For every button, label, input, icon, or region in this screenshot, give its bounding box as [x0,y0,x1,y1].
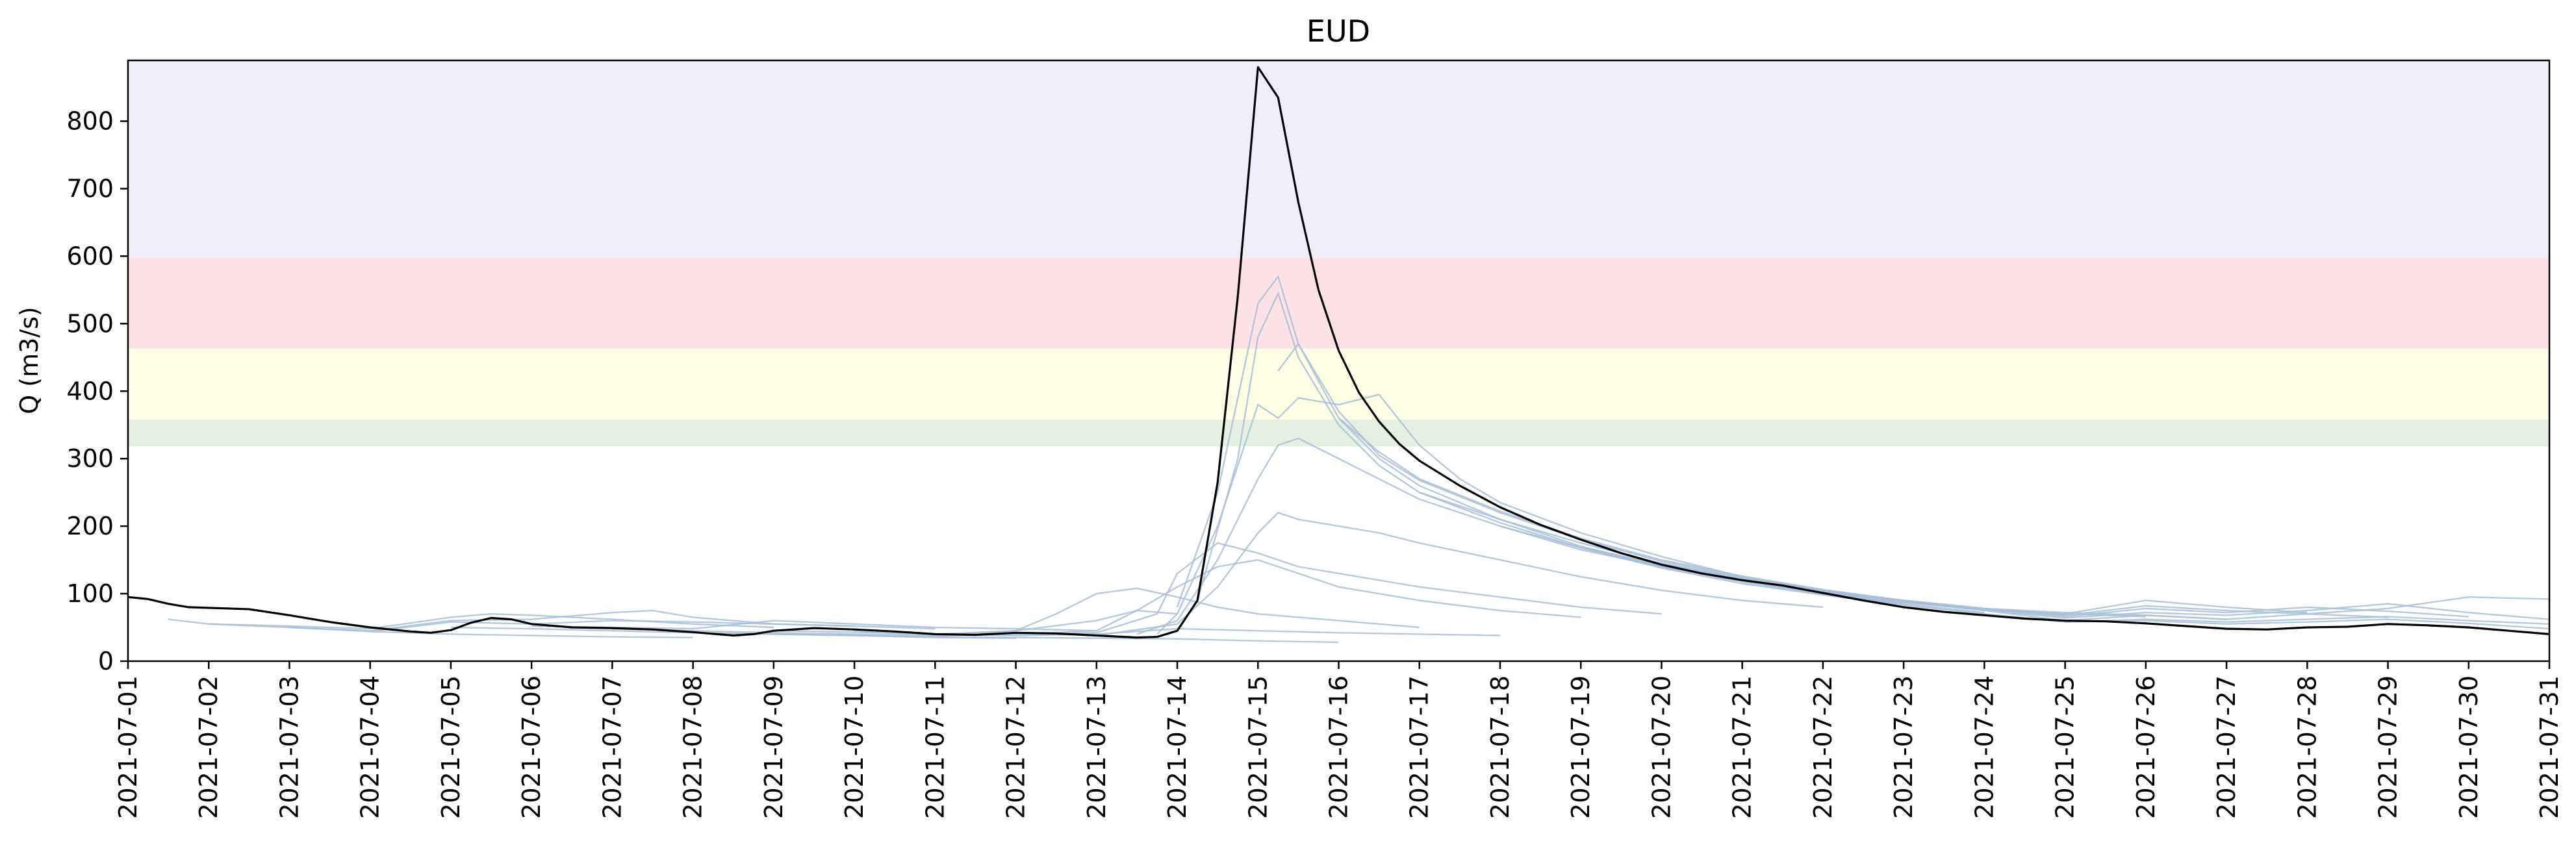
y-tick-label-800: 800 [66,107,114,136]
x-tick-label-2021-07-29: 2021-07-29 [2374,675,2403,819]
x-tick-label-2021-07-21: 2021-07-21 [1728,675,1757,819]
observed-series-group [127,66,2550,639]
threshold-band-2 [128,258,2549,349]
x-tick-label-2021-07-22: 2021-07-22 [1809,675,1837,819]
forecast-line-25 [1903,596,2550,622]
forecast-line-19 [1338,417,2146,618]
x-tick-label-2021-07-23: 2021-07-23 [1889,675,1918,819]
forecast-line-4 [370,620,936,633]
x-tick-label-2021-07-17: 2021-07-17 [1405,675,1434,819]
x-tick-label-2021-07-12: 2021-07-12 [1002,675,1030,819]
x-tick-label-2021-07-05: 2021-07-05 [437,675,465,819]
x-tick-label-2021-07-14: 2021-07-14 [1163,675,1192,819]
x-tick-label-2021-07-26: 2021-07-26 [2132,675,2160,819]
x-tick-label-2021-07-07: 2021-07-07 [598,675,626,819]
x-tick-label-2021-07-04: 2021-07-04 [356,675,385,819]
x-tick-label-2021-07-24: 2021-07-24 [1970,675,1998,819]
chart-title: EUD [1307,14,1370,49]
forecast-line-2 [209,613,774,630]
forecast-line-22 [1580,546,2388,618]
x-tick-label-2021-07-27: 2021-07-27 [2212,675,2241,819]
forecast-line-15 [1156,394,1904,635]
x-tick-label-2021-07-15: 2021-07-15 [1243,675,1272,819]
x-tick-label-2021-07-19: 2021-07-19 [1566,675,1595,819]
y-tick-label-400: 400 [66,377,114,405]
x-tick-label-2021-07-31: 2021-07-31 [2535,675,2564,819]
x-tick-label-2021-07-16: 2021-07-16 [1325,675,1353,819]
x-tick-label-2021-07-02: 2021-07-02 [194,675,223,819]
forecast-line-13 [1096,512,1824,636]
x-tick-label-2021-07-08: 2021-07-08 [679,675,708,819]
x-tick-label-2021-07-09: 2021-07-09 [759,675,788,819]
forecast-line-8 [693,632,1339,644]
observed-line [127,66,2550,639]
threshold-band-1 [128,348,2549,420]
y-tick-label-200: 200 [66,512,114,540]
forecast-line-11 [935,559,1581,636]
x-tick-label-2021-07-01: 2021-07-01 [114,675,142,819]
y-tick-label-500: 500 [66,309,114,338]
forecast-line-3 [289,609,855,632]
forecast-line-12 [1015,542,1662,635]
y-tick-label-700: 700 [66,174,114,203]
threshold-band-3 [128,60,2549,258]
threshold-bands [128,60,2549,447]
forecast-line-27 [2065,618,2550,630]
y-tick-label-600: 600 [66,242,114,270]
x-tick-label-2021-07-13: 2021-07-13 [1082,675,1111,819]
x-tick-label-2021-07-06: 2021-07-06 [517,675,546,819]
forecast-line-20 [1419,492,2227,620]
x-tick-label-2021-07-10: 2021-07-10 [840,675,869,819]
x-tick-label-2021-07-03: 2021-07-03 [275,675,303,819]
x-tick-label-2021-07-20: 2021-07-20 [1647,675,1676,819]
x-tick-label-2021-07-25: 2021-07-25 [2051,675,2080,819]
x-axis: 2021-07-01 2021-07-02 2021-07-03 2021-07-04… [114,661,2564,819]
x-tick-label-2021-07-28: 2021-07-28 [2293,675,2321,819]
x-tick-label-2021-07-11: 2021-07-11 [921,675,949,819]
x-tick-label-2021-07-18: 2021-07-18 [1486,675,1514,819]
x-tick-label-2021-07-30: 2021-07-30 [2455,675,2483,819]
y-tick-label-100: 100 [66,579,114,608]
y-axis-label: Q (m3/s) [15,307,44,414]
y-tick-label-0: 0 [98,647,114,675]
y-axis: 0 100 200 300 400 500 600 700 800 [66,107,128,675]
y-tick-label-300: 300 [66,444,114,473]
